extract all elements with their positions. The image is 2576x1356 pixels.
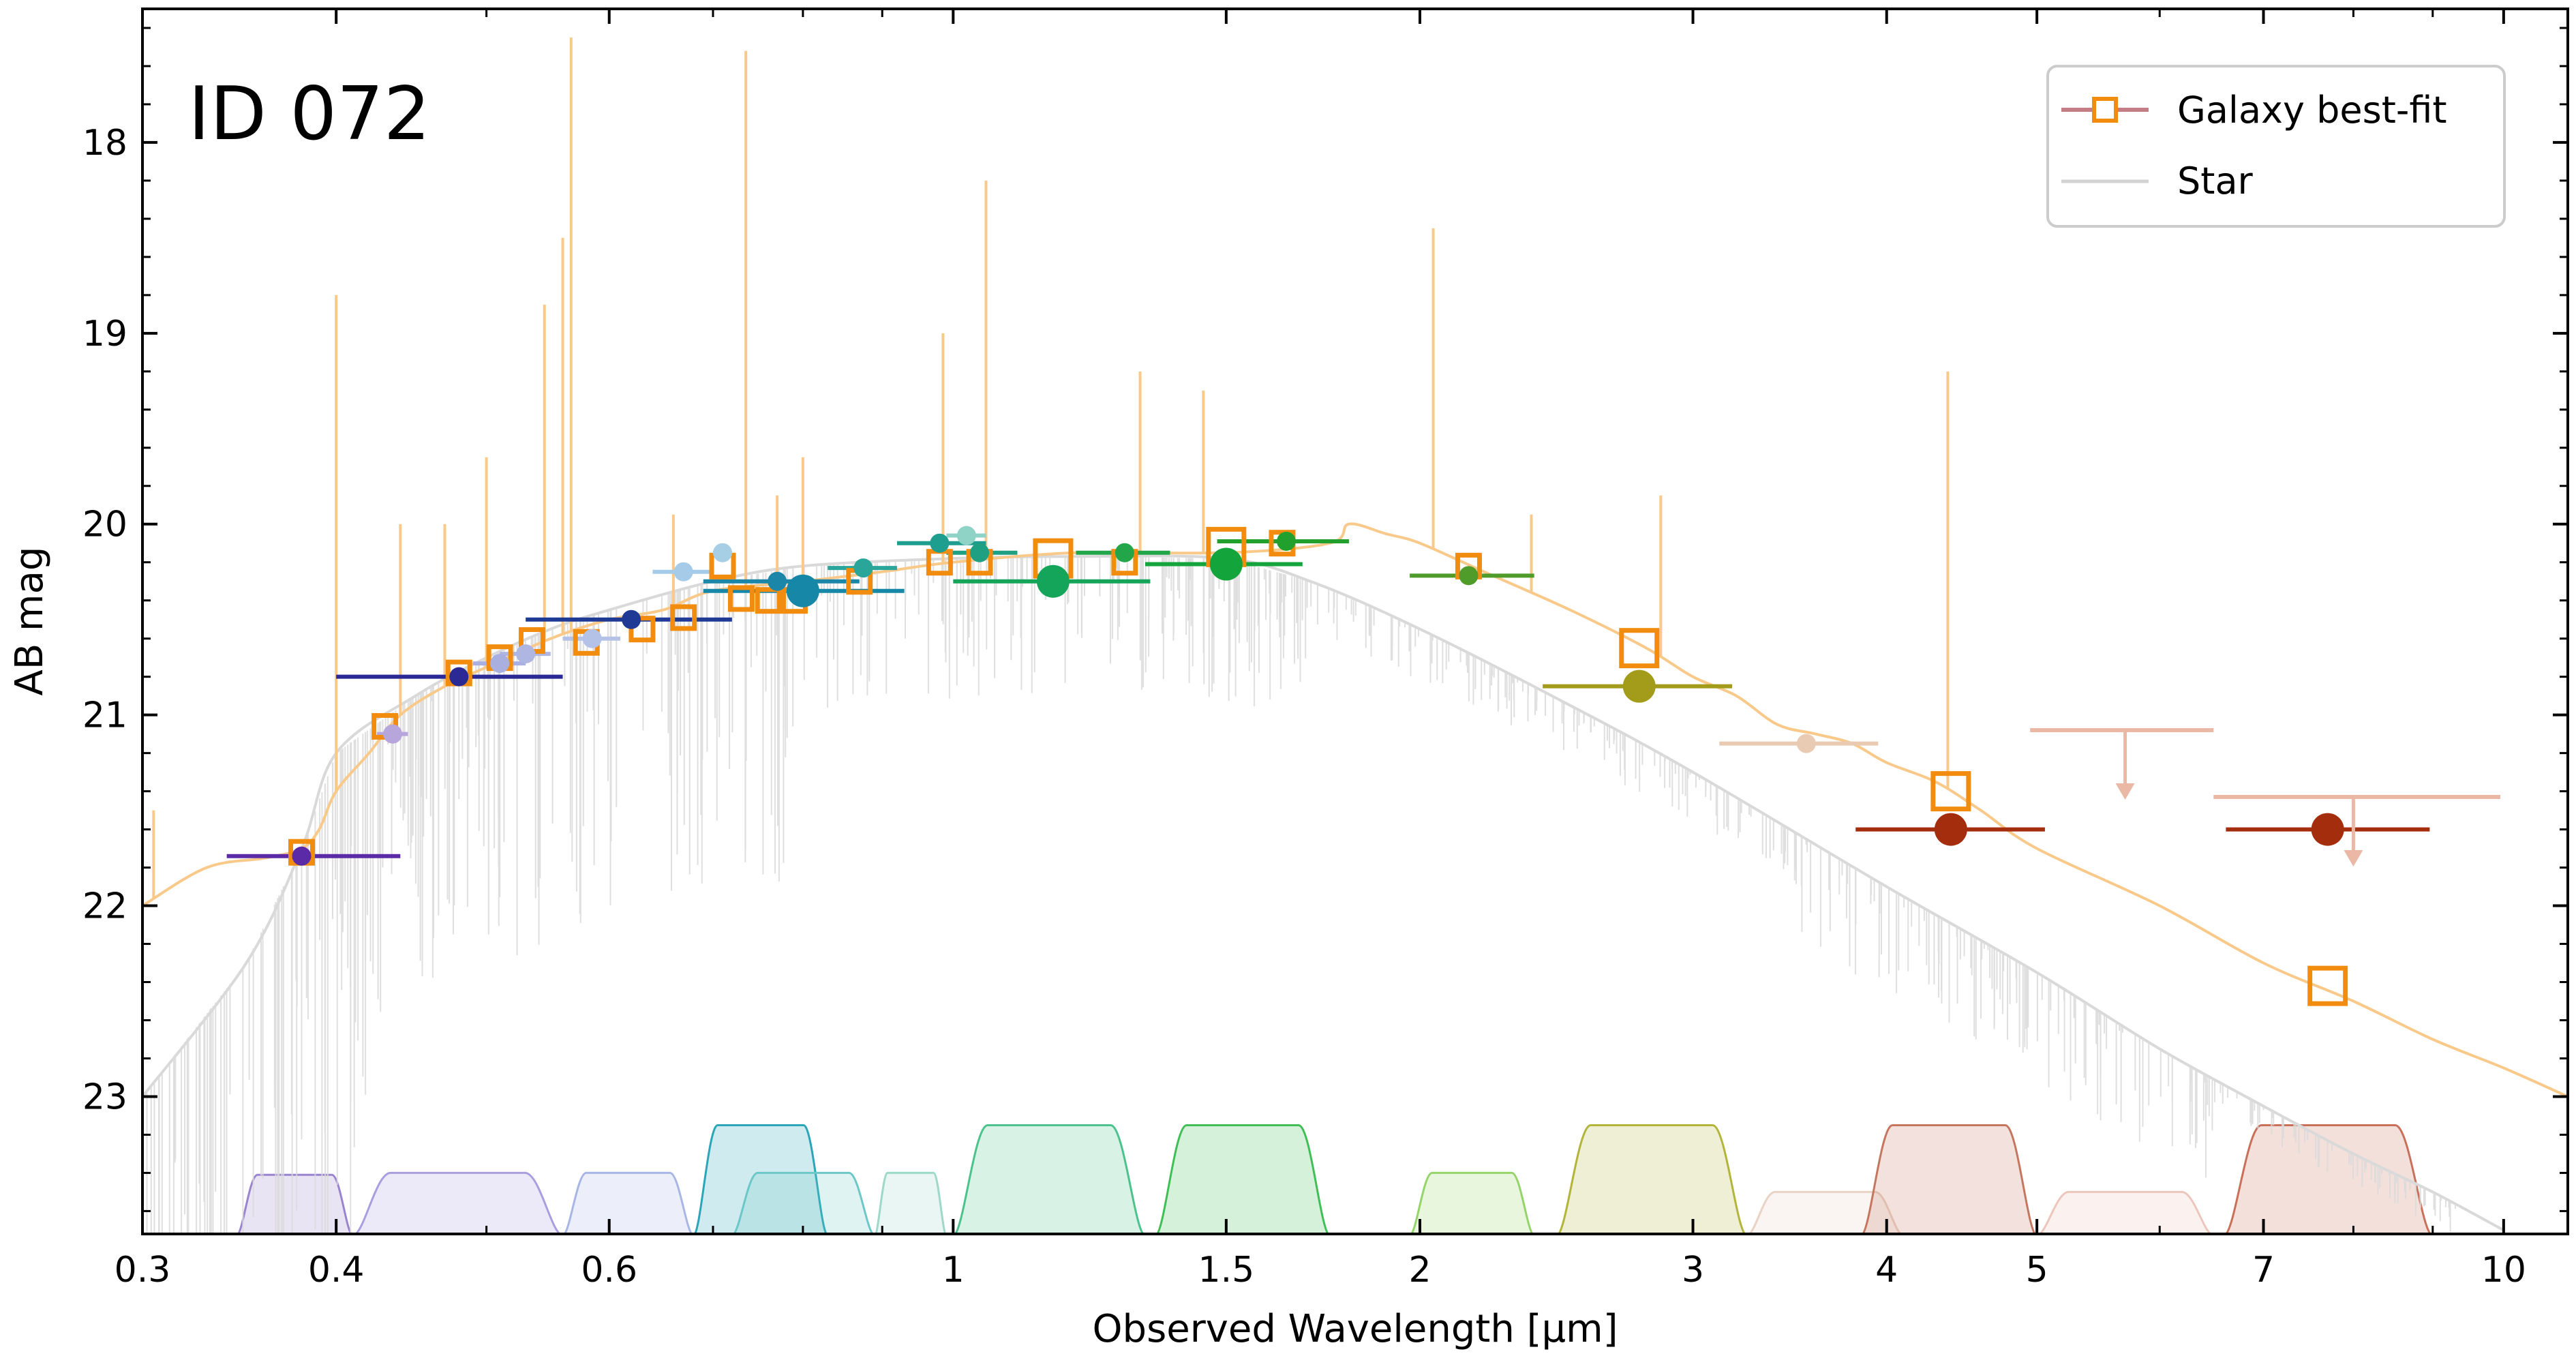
filter-curve-12: [2037, 1190, 2213, 1234]
y-tick-label-2: 20: [82, 504, 127, 545]
x-tick-label-6: 3: [1682, 1250, 1704, 1291]
observed-point-3: [490, 654, 510, 674]
upper-limit-arrow-head-0: [2115, 783, 2135, 800]
x-tick-label-2: 0.6: [581, 1250, 637, 1291]
observed-point-14: [970, 543, 990, 562]
observed-point-21: [1796, 734, 1816, 753]
filter-curve-9: [1556, 1124, 1747, 1234]
observed-point-20: [1622, 669, 1656, 703]
observed-point-23: [2311, 813, 2344, 846]
filter-curve-11: [1861, 1124, 2037, 1234]
observed-point-0: [292, 846, 312, 866]
model-square-21: [1930, 771, 1971, 812]
legend: Galaxy best-fit Star: [2046, 65, 2506, 228]
x-tick-label-8: 5: [2026, 1250, 2048, 1291]
filter-curve-6: [953, 1124, 1145, 1234]
observed-point-1: [383, 724, 403, 744]
y-axis-ticks: 18 19 20 21 22 23: [82, 27, 2568, 1212]
upper-limit-arrow-head-1: [2344, 850, 2363, 867]
x-tick-label-10: 10: [2481, 1250, 2526, 1291]
observed-photometry-points: [292, 526, 2344, 866]
filter-curve-8: [1410, 1171, 1534, 1234]
y-axis-label: AB mag: [7, 547, 52, 696]
x-tick-label-3: 1: [942, 1250, 965, 1291]
filter-curve-4: [732, 1171, 875, 1234]
model-square-10: [755, 587, 782, 614]
observed-point-10: [786, 574, 819, 607]
legend-star-label: Star: [2177, 160, 2254, 202]
filter-transmission-curves: [237, 1124, 2433, 1234]
x-tick-label-9: 7: [2252, 1250, 2275, 1291]
observed-point-19: [1459, 566, 1479, 586]
filter-curve-5: [874, 1171, 947, 1234]
observed-point-15: [1036, 564, 1070, 598]
observed-point-4: [516, 644, 536, 664]
observed-point-8: [712, 543, 732, 562]
observed-point-12: [930, 533, 950, 553]
observed-point-6: [622, 609, 641, 629]
x-axis-ticks: 0.3 0.4 0.6 1 1.5 2 3 4 5 7 10: [115, 9, 2526, 1291]
x-tick-label-0: 0.3: [115, 1250, 171, 1291]
galaxy-model-spectrum: [142, 37, 2568, 1098]
y-tick-label-0: 18: [82, 123, 127, 164]
observed-point-13: [956, 526, 976, 545]
legend-galaxy-label: Galaxy best-fit: [2177, 89, 2447, 132]
model-square-9: [727, 585, 755, 612]
model-square-7: [670, 604, 697, 631]
y-tick-label-5: 23: [82, 1076, 127, 1117]
observed-point-2: [449, 667, 469, 687]
x-axis-label: Observed Wavelength [μm]: [1092, 1307, 1618, 1351]
observed-point-22: [1934, 813, 1967, 846]
model-square-20: [1619, 628, 1660, 669]
observed-point-9: [768, 571, 787, 591]
observed-point-16: [1115, 543, 1134, 562]
star-absorption-lines: [142, 556, 2456, 1234]
filter-curve-7: [1155, 1124, 1330, 1234]
legend-box: [2046, 65, 2506, 228]
x-tick-label-7: 4: [1875, 1250, 1898, 1291]
model-square-22: [2307, 965, 2348, 1006]
filter-curve-3: [693, 1124, 828, 1234]
galaxy-spectrum-line: [142, 522, 2568, 1098]
filter-curve-1: [353, 1171, 562, 1234]
x-tick-label-4: 1.5: [1198, 1250, 1254, 1291]
plot-frame: [141, 7, 2569, 1235]
y-tick-label-4: 22: [82, 886, 127, 927]
observed-point-5: [582, 629, 602, 648]
plot-title: ID 072: [188, 72, 430, 157]
observed-point-17: [1209, 547, 1243, 581]
legend-galaxy-marker: [2092, 97, 2118, 123]
observed-point-18: [1276, 531, 1296, 551]
observed-point-7: [673, 562, 693, 582]
observed-point-11: [853, 558, 873, 578]
filter-curve-2: [562, 1171, 694, 1234]
y-tick-label-3: 21: [82, 695, 127, 736]
filter-curve-10: [1747, 1190, 1903, 1234]
y-tick-label-1: 19: [82, 314, 127, 355]
x-tick-label-1: 0.4: [308, 1250, 365, 1291]
x-tick-label-5: 2: [1408, 1250, 1431, 1291]
filter-curve-13: [2224, 1124, 2433, 1234]
